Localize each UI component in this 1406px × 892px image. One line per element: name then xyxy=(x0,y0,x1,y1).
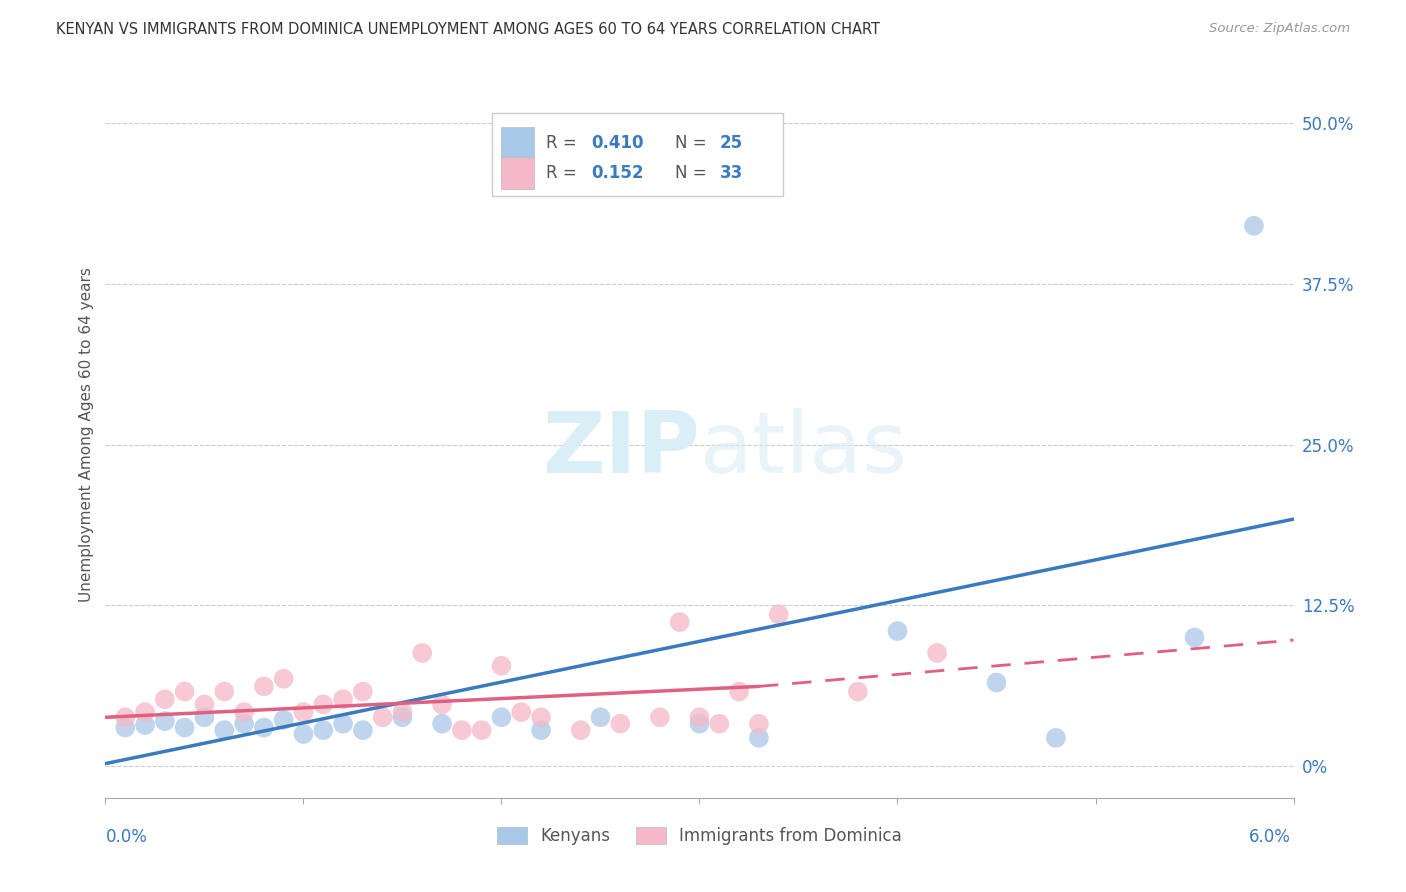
Text: ZIP: ZIP xyxy=(541,408,700,491)
Point xyxy=(510,705,533,719)
Point xyxy=(233,716,256,731)
Point xyxy=(986,675,1008,690)
Point xyxy=(471,723,494,738)
Point xyxy=(114,721,136,735)
Point xyxy=(430,716,453,731)
Point xyxy=(292,705,315,719)
Text: Source: ZipAtlas.com: Source: ZipAtlas.com xyxy=(1209,22,1350,36)
Point xyxy=(233,705,256,719)
Point xyxy=(411,646,433,660)
Text: atlas: atlas xyxy=(700,408,907,491)
Point xyxy=(173,721,195,735)
Point xyxy=(352,684,374,698)
Point xyxy=(886,624,908,638)
Point xyxy=(114,710,136,724)
Point xyxy=(589,710,612,724)
Text: R =: R = xyxy=(546,164,582,182)
Point xyxy=(332,716,354,731)
Point xyxy=(1184,631,1206,645)
Point xyxy=(273,672,295,686)
Legend: Kenyans, Immigrants from Dominica: Kenyans, Immigrants from Dominica xyxy=(491,821,908,852)
Point xyxy=(709,716,731,731)
Point xyxy=(391,710,413,724)
Y-axis label: Unemployment Among Ages 60 to 64 years: Unemployment Among Ages 60 to 64 years xyxy=(79,268,94,602)
Point xyxy=(668,615,690,629)
Point xyxy=(332,692,354,706)
Point xyxy=(214,684,236,698)
Point xyxy=(134,718,156,732)
Point xyxy=(193,710,215,724)
Point xyxy=(153,714,176,728)
Text: 0.0%: 0.0% xyxy=(105,828,148,846)
Point xyxy=(1243,219,1265,233)
Point xyxy=(253,680,276,694)
Point xyxy=(689,716,711,731)
Point xyxy=(312,698,335,712)
Point xyxy=(748,716,770,731)
Point xyxy=(430,698,453,712)
Point xyxy=(214,723,236,738)
Point xyxy=(748,731,770,745)
Point xyxy=(728,684,751,698)
Point xyxy=(569,723,592,738)
Text: 0.410: 0.410 xyxy=(592,135,644,153)
Point xyxy=(648,710,671,724)
Point xyxy=(292,727,315,741)
FancyBboxPatch shape xyxy=(501,157,534,189)
Text: KENYAN VS IMMIGRANTS FROM DOMINICA UNEMPLOYMENT AMONG AGES 60 TO 64 YEARS CORREL: KENYAN VS IMMIGRANTS FROM DOMINICA UNEMP… xyxy=(56,22,880,37)
Point xyxy=(253,721,276,735)
FancyBboxPatch shape xyxy=(492,112,783,196)
Point xyxy=(173,684,195,698)
Text: R =: R = xyxy=(546,135,582,153)
Point xyxy=(1045,731,1067,745)
Point xyxy=(927,646,949,660)
Text: 0.152: 0.152 xyxy=(592,164,644,182)
Text: 33: 33 xyxy=(720,164,742,182)
Point xyxy=(846,684,869,698)
Point xyxy=(312,723,335,738)
Text: 6.0%: 6.0% xyxy=(1249,828,1291,846)
Point xyxy=(530,710,553,724)
Point xyxy=(371,710,394,724)
Point xyxy=(391,705,413,719)
Point xyxy=(768,607,790,622)
Point xyxy=(530,723,553,738)
Text: N =: N = xyxy=(675,164,711,182)
Point xyxy=(352,723,374,738)
Point xyxy=(609,716,631,731)
Text: N =: N = xyxy=(675,135,711,153)
Point xyxy=(134,705,156,719)
Point xyxy=(193,698,215,712)
Point xyxy=(273,713,295,727)
Point xyxy=(450,723,472,738)
Text: 25: 25 xyxy=(720,135,742,153)
FancyBboxPatch shape xyxy=(501,128,534,160)
Point xyxy=(491,710,513,724)
Point xyxy=(491,658,513,673)
Point xyxy=(689,710,711,724)
Point xyxy=(153,692,176,706)
